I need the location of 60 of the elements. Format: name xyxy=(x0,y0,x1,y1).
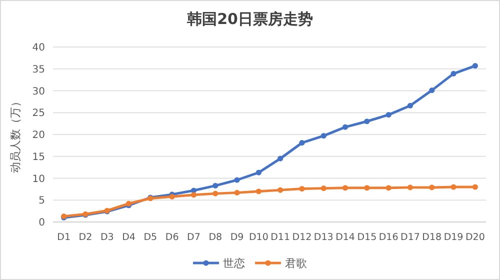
point xyxy=(278,156,284,162)
x-tick-label: D14 xyxy=(336,232,355,243)
x-tick-label: D8 xyxy=(208,232,222,243)
x-tick-label: D1 xyxy=(57,232,71,243)
x-tick-label: D20 xyxy=(465,232,485,243)
point xyxy=(278,187,284,193)
y-axis-title: 动员人数（万） xyxy=(9,96,22,173)
point xyxy=(450,70,456,76)
y-tick-label: 40 xyxy=(32,42,45,54)
point xyxy=(320,133,326,139)
y-tick-label: 25 xyxy=(32,108,45,120)
point xyxy=(472,63,478,69)
point xyxy=(364,118,370,124)
point xyxy=(450,184,456,190)
point xyxy=(256,170,262,176)
point xyxy=(472,184,478,190)
y-tick-label: 35 xyxy=(32,64,45,76)
point xyxy=(234,177,240,183)
y-tick-label: 10 xyxy=(32,174,45,185)
x-tick-label: D11 xyxy=(270,232,290,243)
y-tick-label: 30 xyxy=(32,86,45,98)
legend-label: 世恋 xyxy=(223,257,245,270)
point xyxy=(429,88,435,94)
x-tick-label: D19 xyxy=(444,232,464,243)
y-tick-label: 5 xyxy=(38,196,45,207)
x-tick-label: D17 xyxy=(400,232,420,243)
legend-label: 君歌 xyxy=(285,257,307,270)
chart-title: 韩国20日票房走势 xyxy=(186,10,313,28)
point xyxy=(212,182,218,188)
x-tick-label: D9 xyxy=(230,232,244,243)
y-tick-label: 20 xyxy=(32,130,45,141)
point xyxy=(407,184,414,190)
point xyxy=(256,188,262,194)
point xyxy=(190,192,197,198)
point xyxy=(386,112,392,118)
x-tick-label: D10 xyxy=(248,232,268,243)
point xyxy=(320,186,326,192)
x-tick-label: D15 xyxy=(357,232,377,243)
x-tick-label: D5 xyxy=(144,232,158,243)
x-tick-label: D3 xyxy=(100,232,114,243)
y-tick-label: 0 xyxy=(38,218,45,228)
x-tick-label: D4 xyxy=(122,232,136,243)
point xyxy=(342,185,348,191)
x-tick-label: D16 xyxy=(378,232,398,243)
x-tick-label: D7 xyxy=(187,232,200,243)
point xyxy=(386,185,392,191)
x-tick-label: D6 xyxy=(165,232,179,243)
x-tick-label: D12 xyxy=(292,232,312,243)
point xyxy=(364,185,370,191)
point xyxy=(234,190,240,196)
point xyxy=(429,184,435,190)
point xyxy=(212,190,218,196)
point xyxy=(342,124,348,130)
x-tick-label: D13 xyxy=(314,232,334,243)
point xyxy=(407,102,414,108)
point xyxy=(299,140,305,146)
x-tick-label: D18 xyxy=(422,232,442,243)
x-tick-label: D2 xyxy=(78,232,92,243)
point xyxy=(299,186,305,192)
y-tick-label: 15 xyxy=(32,152,45,163)
